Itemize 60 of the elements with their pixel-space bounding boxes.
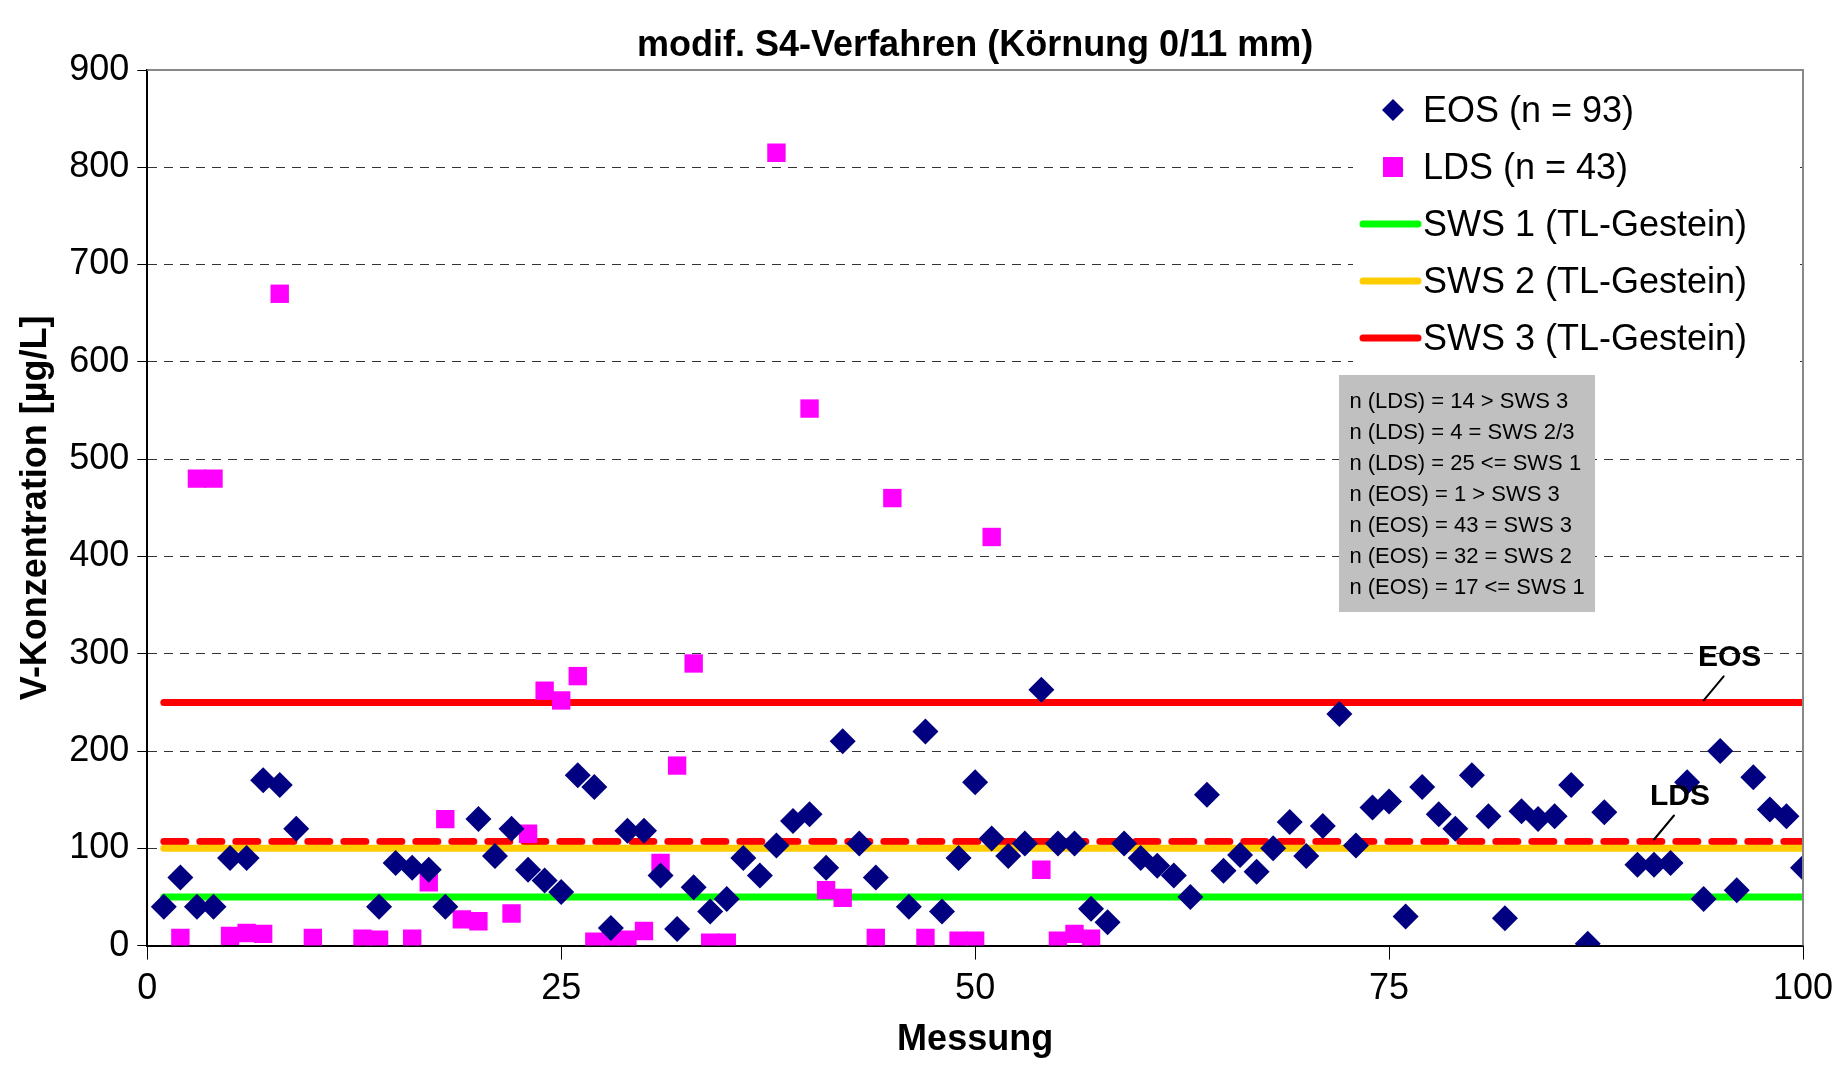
legend-label: EOS (n = 93) [1423, 88, 1635, 130]
point [552, 691, 571, 710]
point [171, 928, 190, 946]
point [369, 930, 389, 946]
point [436, 809, 455, 829]
point [883, 488, 902, 508]
x-tick-label: 25 [541, 966, 582, 1008]
point [469, 912, 488, 931]
annotation: n (LDS) = 14 > SWS 3 [1349, 387, 1570, 415]
annotation: n (LDS) = 4 = SWS 2/3 [1349, 418, 1576, 446]
y-tick-label: 600 [69, 338, 130, 380]
point [1032, 860, 1051, 879]
point [800, 399, 819, 418]
legend-label: SWS 1 (TL-Gestein) [1423, 202, 1748, 244]
point [833, 888, 852, 908]
point [684, 654, 703, 673]
x-tick-label: 75 [1369, 966, 1410, 1008]
y-tick-label: 700 [69, 241, 130, 283]
point [402, 929, 422, 946]
point [204, 469, 223, 488]
y-tick-label: 200 [69, 727, 130, 769]
annotation: LDS [1649, 777, 1710, 811]
y-tick-label: 100 [69, 825, 130, 867]
point [816, 880, 836, 900]
point [535, 681, 554, 700]
y-tick-label: 500 [69, 436, 130, 478]
point [253, 924, 273, 944]
legend-label: SWS 2 (TL-Gestein) [1423, 259, 1748, 301]
point [1081, 929, 1101, 946]
legend-label: LDS (n = 43) [1423, 145, 1629, 187]
point [452, 910, 472, 929]
point [866, 928, 885, 946]
point [634, 921, 654, 941]
annotation: n (EOS) = 1 > SWS 3 [1349, 480, 1561, 508]
point [1065, 924, 1084, 944]
point [237, 923, 256, 943]
x-axis-title: Messung [897, 1017, 1054, 1059]
annotation: n (EOS) = 32 = SWS 2 [1349, 542, 1573, 570]
point [270, 284, 289, 303]
y-tick-label: 300 [69, 630, 130, 672]
x-tick-label: 0 [137, 966, 158, 1008]
chart-title: modif. S4-Verfahren (Körnung 0/11 mm) [637, 22, 1314, 64]
point [502, 904, 521, 923]
x-tick-label: 50 [955, 966, 996, 1008]
annotation: n (EOS) = 17 <= SWS 1 [1349, 573, 1585, 601]
annotation: n (LDS) = 25 <= SWS 1 [1349, 449, 1583, 477]
annotation: n (EOS) = 43 = SWS 3 [1349, 511, 1573, 539]
y-tick-label: 900 [69, 46, 130, 88]
y-axis-title: V-Konzentration [µg/L] [12, 315, 54, 701]
x-tick-label: 100 [1772, 966, 1834, 1008]
point [568, 666, 587, 686]
y-tick-label: 400 [69, 533, 130, 575]
point [767, 143, 786, 162]
y-tick-label: 800 [69, 144, 130, 186]
legend-label: SWS 3 (TL-Gestein) [1423, 316, 1748, 358]
point [303, 928, 323, 946]
point [982, 527, 1001, 547]
y-tick-label: 0 [109, 922, 130, 964]
point [916, 928, 935, 946]
point [667, 756, 687, 775]
